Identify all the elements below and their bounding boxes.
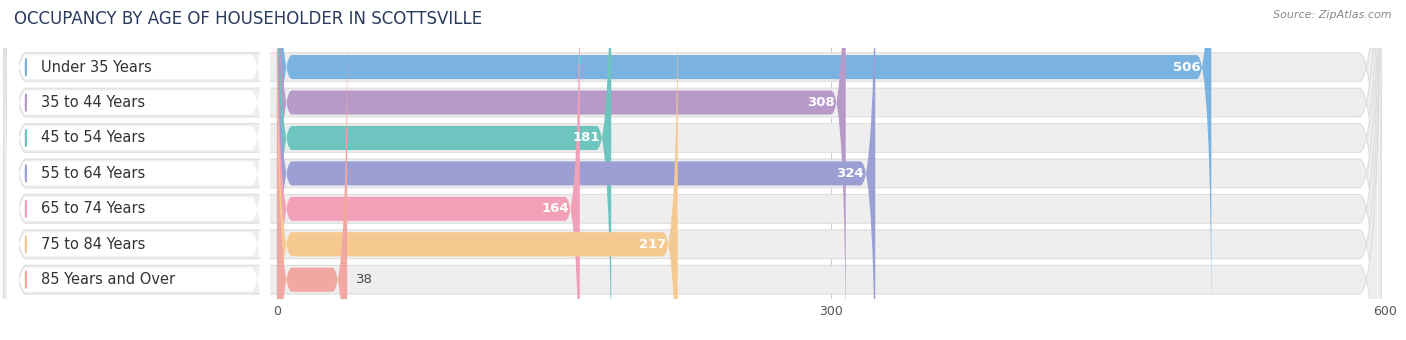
- FancyBboxPatch shape: [4, 0, 1381, 340]
- Text: 75 to 84 Years: 75 to 84 Years: [41, 237, 145, 252]
- FancyBboxPatch shape: [277, 0, 612, 340]
- FancyBboxPatch shape: [7, 0, 270, 340]
- Text: 85 Years and Over: 85 Years and Over: [41, 272, 174, 287]
- FancyBboxPatch shape: [277, 0, 846, 340]
- Text: 38: 38: [356, 273, 373, 286]
- FancyBboxPatch shape: [4, 0, 1381, 340]
- FancyBboxPatch shape: [4, 0, 1381, 340]
- FancyBboxPatch shape: [277, 8, 347, 340]
- FancyBboxPatch shape: [7, 0, 270, 340]
- Text: 35 to 44 Years: 35 to 44 Years: [41, 95, 145, 110]
- Text: 65 to 74 Years: 65 to 74 Years: [41, 201, 145, 216]
- FancyBboxPatch shape: [4, 0, 1381, 340]
- FancyBboxPatch shape: [277, 0, 579, 340]
- Text: 324: 324: [837, 167, 865, 180]
- FancyBboxPatch shape: [7, 0, 270, 340]
- FancyBboxPatch shape: [4, 0, 1381, 340]
- Text: Source: ZipAtlas.com: Source: ZipAtlas.com: [1274, 10, 1392, 20]
- FancyBboxPatch shape: [7, 0, 270, 340]
- Text: 217: 217: [640, 238, 666, 251]
- Text: Under 35 Years: Under 35 Years: [41, 59, 152, 74]
- FancyBboxPatch shape: [277, 0, 876, 340]
- Text: 308: 308: [807, 96, 835, 109]
- FancyBboxPatch shape: [4, 0, 1381, 340]
- Text: 55 to 64 Years: 55 to 64 Years: [41, 166, 145, 181]
- FancyBboxPatch shape: [7, 0, 270, 340]
- FancyBboxPatch shape: [277, 0, 1212, 339]
- Text: OCCUPANCY BY AGE OF HOUSEHOLDER IN SCOTTSVILLE: OCCUPANCY BY AGE OF HOUSEHOLDER IN SCOTT…: [14, 10, 482, 28]
- FancyBboxPatch shape: [4, 0, 1381, 340]
- Text: 506: 506: [1173, 61, 1201, 73]
- FancyBboxPatch shape: [7, 0, 270, 340]
- Text: 45 to 54 Years: 45 to 54 Years: [41, 131, 145, 146]
- Text: 164: 164: [541, 202, 569, 215]
- FancyBboxPatch shape: [7, 0, 270, 340]
- FancyBboxPatch shape: [277, 0, 678, 340]
- Text: 181: 181: [572, 132, 600, 144]
